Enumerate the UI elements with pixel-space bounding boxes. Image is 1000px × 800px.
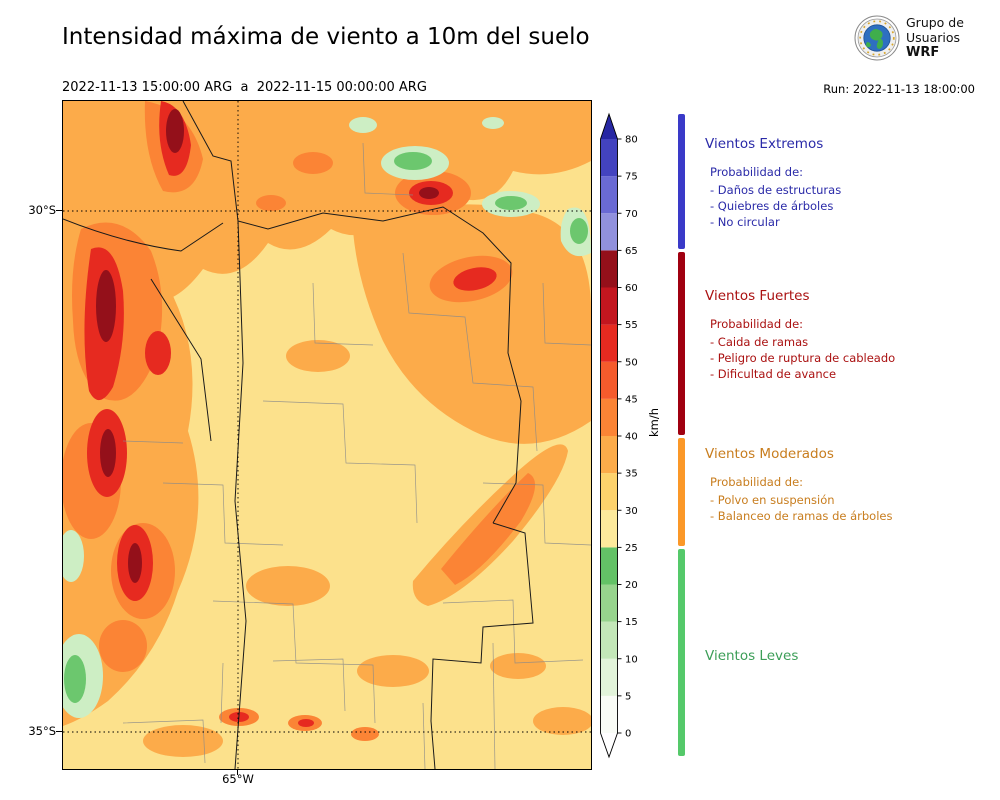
svg-text:55: 55 — [625, 320, 638, 331]
legend-item: - Dificultad de avance — [710, 367, 837, 381]
svg-text:10: 10 — [625, 654, 638, 665]
logo-text: Grupo de Usuarios WRF — [906, 15, 964, 60]
legend-bar-extremos — [678, 113, 685, 249]
legend-bar-moderados — [678, 437, 685, 546]
svg-text:0: 0 — [625, 729, 631, 740]
legend-bar-leves — [678, 548, 685, 756]
svg-text:50: 50 — [625, 357, 638, 368]
map-frame — [62, 100, 592, 770]
legend-leves-title: Vientos Leves — [705, 648, 799, 664]
date-range-label: 2022-11-13 15:00:00 ARG a 2022-11-15 00:… — [62, 80, 427, 95]
legend-extremos-title: Vientos Extremos — [705, 136, 824, 152]
svg-text:60: 60 — [625, 283, 638, 294]
svg-text:20: 20 — [625, 580, 638, 591]
lat-label-35s: 35°S — [28, 724, 56, 738]
legend-moderados: Vientos Moderados Probabilidad de: - Pol… — [705, 446, 990, 524]
run-label: Run: 2022-11-13 18:00:00 — [823, 82, 975, 96]
svg-text:15: 15 — [625, 617, 638, 628]
svg-text:70: 70 — [625, 209, 638, 220]
logo-line-2: Usuarios — [906, 30, 961, 45]
svg-text:40: 40 — [625, 432, 638, 443]
legend-item: - Balanceo de ramas de árboles — [710, 509, 893, 523]
legend-item: - No circular — [710, 215, 780, 229]
svg-text:45: 45 — [625, 394, 638, 405]
globe-logo-icon — [854, 15, 900, 61]
legend-extremos-subtitle: Probabilidad de: — [710, 165, 804, 179]
legend-fuertes-subtitle: Probabilidad de: — [710, 317, 804, 331]
svg-text:80: 80 — [625, 135, 638, 146]
legend-moderados-subtitle: Probabilidad de: — [710, 475, 804, 489]
legend-category-bar — [678, 100, 685, 768]
svg-text:25: 25 — [625, 543, 638, 554]
legend-item: - Quiebres de árboles — [710, 199, 834, 213]
legend-item: - Polvo en suspensión — [710, 493, 835, 507]
legend-moderados-title: Vientos Moderados — [705, 446, 834, 462]
svg-text:5: 5 — [625, 691, 631, 702]
svg-text:65: 65 — [625, 246, 638, 257]
legend-item: - Caida de ramas — [710, 335, 809, 349]
lat-label-30s: 30°S — [28, 203, 56, 217]
lon-label-65w: 65°W — [222, 772, 254, 786]
lon-tick-65w — [237, 769, 238, 775]
legend-bar-fuertes — [678, 251, 685, 435]
logo-line-3: WRF — [906, 45, 940, 60]
svg-text:30: 30 — [625, 506, 638, 517]
lat-tick-30s — [56, 210, 62, 211]
svg-text:35: 35 — [625, 469, 638, 480]
legend-extremos: Vientos Extremos Probabilidad de: - Daño… — [705, 136, 990, 230]
wind-map — [63, 101, 591, 769]
legend-fuertes: Vientos Fuertes Probabilidad de: - Caida… — [705, 288, 990, 382]
legend-leves: Vientos Leves — [705, 648, 990, 677]
wrf-logo — [853, 14, 901, 62]
lat-tick-35s — [56, 731, 62, 732]
page-title: Intensidad máxima de viento a 10m del su… — [62, 24, 590, 50]
svg-text:75: 75 — [625, 172, 638, 183]
legend-item: - Daños de estructuras — [710, 183, 842, 197]
legend-fuertes-title: Vientos Fuertes — [705, 288, 810, 304]
logo-line-1: Grupo de — [906, 15, 964, 30]
colorbar-unit-label: km/h — [647, 408, 661, 438]
legend-item: - Peligro de ruptura de cableado — [710, 351, 896, 365]
